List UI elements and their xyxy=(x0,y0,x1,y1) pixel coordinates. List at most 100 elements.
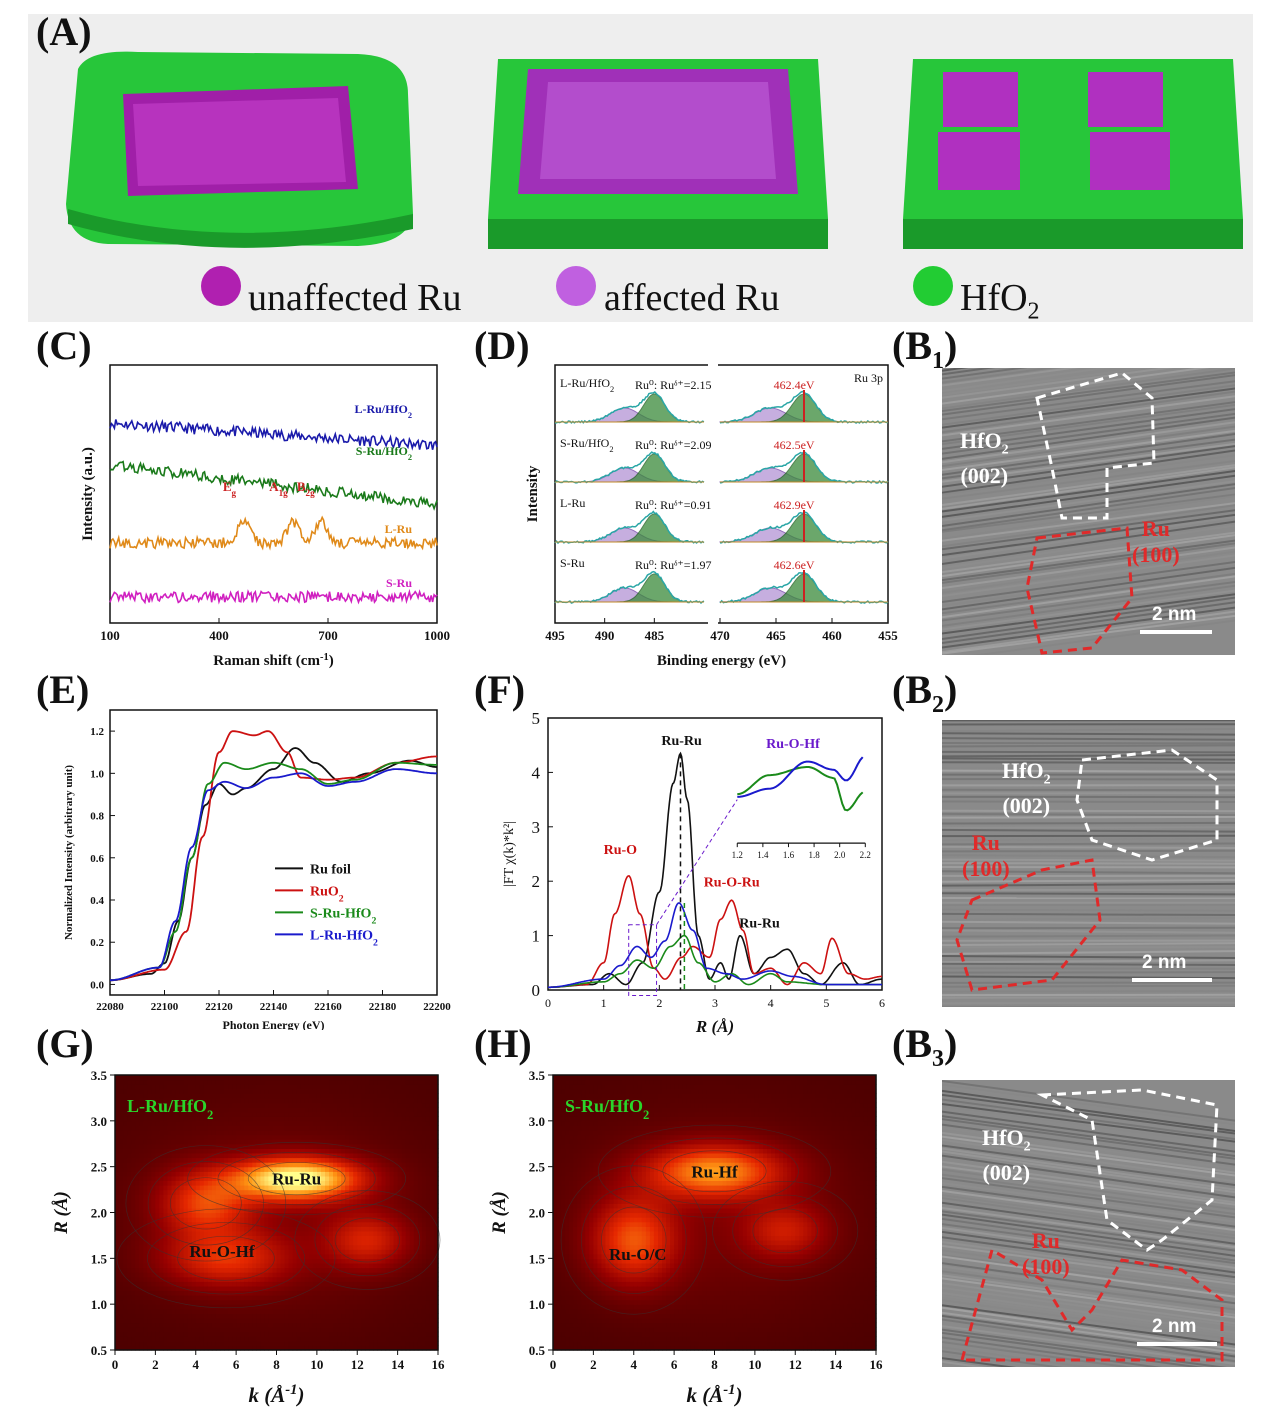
heatmap-cell xyxy=(353,1111,358,1117)
tem-image-b3: HfO2 (002) Ru (100) 2 nm xyxy=(942,1080,1235,1367)
heatmap-cell xyxy=(195,1171,201,1177)
heatmap-cell xyxy=(325,1175,330,1181)
heatmap-cell xyxy=(325,1272,330,1278)
heatmap-cell xyxy=(284,1217,290,1223)
heatmap-cell xyxy=(139,1308,144,1314)
heatmap-cell xyxy=(292,1281,298,1287)
heatmap-cell xyxy=(413,1262,419,1269)
heatmap-cell xyxy=(349,1162,354,1168)
heatmap-cell xyxy=(220,1249,225,1255)
heatmap-cell xyxy=(409,1290,415,1296)
heatmap-cell xyxy=(341,1093,346,1099)
heatmap-cell xyxy=(320,1148,326,1154)
heatmap-cell xyxy=(268,1125,273,1131)
heatmap-cell xyxy=(385,1075,391,1081)
heatmap-cell xyxy=(159,1262,164,1269)
heatmap-cell xyxy=(413,1285,419,1291)
heatmap-cell xyxy=(123,1189,128,1195)
heatmap-cell xyxy=(353,1295,358,1301)
heatmap-cell xyxy=(143,1272,148,1278)
series-line xyxy=(548,875,882,989)
heatmap-cell xyxy=(147,1088,152,1094)
heatmap-cell xyxy=(224,1217,229,1223)
heatmap-cell xyxy=(139,1295,144,1301)
heatmap-cell xyxy=(179,1281,185,1287)
heatmap-cell xyxy=(155,1189,160,1195)
heatmap-cell xyxy=(260,1088,265,1094)
lattice-fringe xyxy=(942,1318,1235,1363)
heatmap-cell xyxy=(236,1139,241,1145)
heatmap-cell xyxy=(329,1107,334,1113)
heatmap-cell xyxy=(143,1139,148,1145)
heatmap-cell xyxy=(191,1276,197,1282)
heatmap-cell xyxy=(345,1185,350,1191)
heatmap-cell xyxy=(284,1194,290,1200)
lattice-fringe xyxy=(942,1131,1235,1174)
heatmap-cell xyxy=(377,1116,382,1122)
heatmap-cell xyxy=(207,1235,213,1241)
heatmap-cell xyxy=(389,1249,395,1255)
lattice-fringe xyxy=(942,975,1235,980)
heatmap-cell xyxy=(187,1111,193,1117)
heatmap-cell xyxy=(159,1308,164,1314)
ru-label: Ru (100) xyxy=(1022,1228,1070,1279)
heatmap-cell xyxy=(115,1313,120,1319)
heatmap-cell xyxy=(284,1120,290,1126)
heatmap-cell xyxy=(228,1313,233,1319)
heatmap-cell xyxy=(252,1130,257,1136)
heatmap-cell xyxy=(207,1221,213,1227)
heatmap-cell xyxy=(349,1267,354,1273)
heatmap-cell xyxy=(312,1152,318,1159)
heatmap-cell xyxy=(373,1148,378,1154)
heatmap-cell xyxy=(361,1285,366,1291)
heatmap-cell xyxy=(333,1267,338,1273)
heatmap-cell xyxy=(139,1272,144,1278)
heatmap-cell xyxy=(155,1120,160,1126)
heatmap-cell xyxy=(195,1075,201,1081)
heatmap-cell xyxy=(151,1139,156,1145)
heatmap-cell xyxy=(300,1230,306,1236)
heatmap-cell xyxy=(401,1162,407,1168)
heatmap-cell xyxy=(405,1207,411,1214)
heatmap-cell xyxy=(191,1166,197,1172)
heatmap-cell xyxy=(228,1258,233,1264)
heatmap-cell xyxy=(276,1336,282,1342)
heatmap-cell xyxy=(405,1299,411,1305)
lattice-fringe xyxy=(942,560,1235,603)
heatmap-cell xyxy=(260,1290,265,1296)
heatmap-cell xyxy=(163,1171,168,1177)
lattice-fringe xyxy=(942,1223,1235,1265)
heatmap-cell xyxy=(123,1207,128,1214)
lattice-fringe xyxy=(942,395,1235,437)
x-tick-label: 22160 xyxy=(314,1001,342,1013)
lattice-fringe xyxy=(942,962,1235,967)
heatmap-cell xyxy=(276,1276,282,1282)
heatmap-cell xyxy=(147,1084,152,1090)
heatmap-cell xyxy=(236,1336,241,1342)
heatmap-cell xyxy=(292,1308,298,1314)
heatmap-cell xyxy=(215,1162,221,1168)
heatmap-cell xyxy=(393,1295,399,1301)
heatmap-cell xyxy=(284,1180,290,1186)
heatmap-cell xyxy=(397,1262,403,1269)
y-tick-label: 1.2 xyxy=(90,726,104,738)
heatmap-cell xyxy=(232,1317,237,1324)
heatmap-cell xyxy=(373,1088,378,1094)
heatmap-cell xyxy=(199,1299,205,1305)
heatmap-cell xyxy=(288,1203,294,1209)
heatmap-cell xyxy=(308,1336,314,1342)
heatmap-cell xyxy=(353,1336,358,1342)
heatmap-cell xyxy=(325,1084,330,1090)
heatmap-cell xyxy=(393,1244,399,1250)
heatmap-cell xyxy=(131,1189,136,1195)
heatmap-cell xyxy=(187,1340,193,1346)
heatmap-cell xyxy=(304,1336,310,1342)
heatmap-cell xyxy=(397,1120,403,1126)
heatmap-cell xyxy=(215,1079,221,1085)
heatmap-cell xyxy=(119,1166,124,1172)
heatmap-cell xyxy=(135,1313,140,1319)
heatmap-cell xyxy=(296,1308,302,1314)
heatmap-cell xyxy=(256,1345,261,1351)
heatmap-cell xyxy=(199,1175,205,1181)
heatmap-cell xyxy=(325,1203,330,1209)
